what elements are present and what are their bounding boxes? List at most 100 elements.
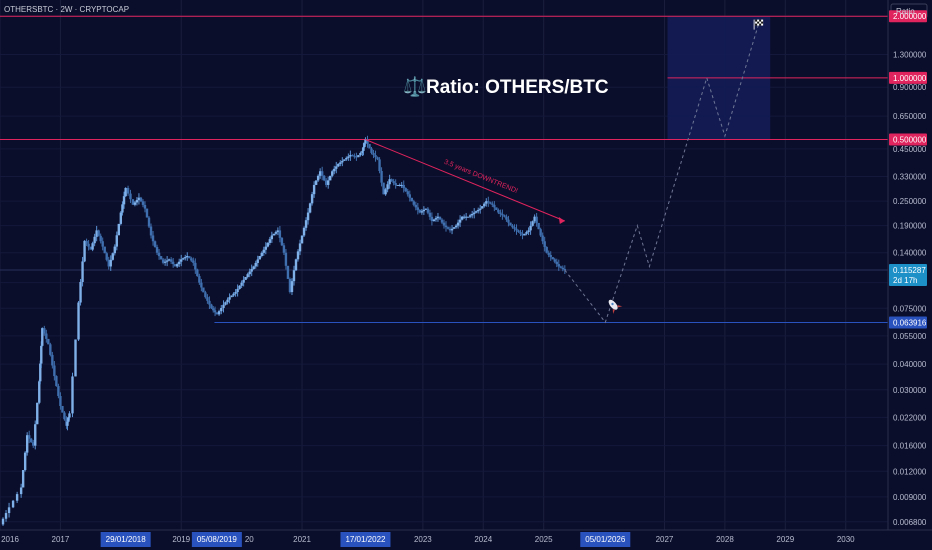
candle-body	[254, 262, 257, 267]
candle-body	[507, 219, 510, 223]
price-badge	[889, 316, 927, 329]
price-tick-label: 0.450000	[893, 145, 927, 154]
candle-body	[163, 261, 167, 263]
candle-body	[493, 204, 496, 208]
candle-body	[121, 204, 124, 213]
price-badge-label: 1.000000	[893, 74, 927, 83]
candle-body	[531, 221, 534, 226]
flag-square	[759, 19, 762, 22]
candle-body	[392, 181, 395, 184]
candle-body	[325, 180, 328, 185]
candle-body	[418, 209, 422, 213]
candle-body	[543, 241, 546, 247]
candle-body	[402, 184, 405, 189]
candle-body	[113, 246, 116, 254]
candle-body	[74, 339, 77, 377]
candle-body	[36, 402, 39, 425]
time-axis[interactable]: 2016 2017 2019 2021 2023 2024 2025 2027 2028 2029…	[0, 529, 932, 550]
candle-body	[517, 230, 520, 233]
candle-body	[333, 168, 336, 172]
candle-body	[539, 229, 542, 236]
candle-body	[4, 513, 8, 519]
candle-body	[473, 212, 476, 214]
candle-body	[27, 435, 31, 439]
candle-body	[246, 274, 249, 278]
candle-body	[298, 243, 302, 252]
price-tick-label: 0.040000	[893, 360, 927, 369]
flag-square	[757, 21, 760, 24]
candle-body	[302, 227, 306, 236]
candle-body	[51, 354, 54, 366]
candle-body	[38, 381, 41, 403]
scale-mode-label[interactable]: Ratio	[896, 7, 915, 16]
candle-body	[438, 216, 442, 220]
candle-body	[256, 259, 259, 263]
candle-body	[1, 518, 5, 525]
candle-body	[19, 487, 23, 495]
candle-body	[61, 405, 64, 413]
candle-body	[175, 264, 179, 267]
time-tick-label: 2024	[474, 535, 492, 544]
candle-body	[444, 225, 448, 228]
candle-body	[432, 219, 436, 222]
candle-body	[228, 297, 231, 300]
candle-body	[196, 269, 199, 277]
candle-body	[372, 152, 375, 156]
candle-body	[155, 246, 159, 253]
time-highlight-label: 05/08/2019	[197, 535, 238, 544]
candle-body	[107, 259, 110, 267]
time-highlight-badge	[580, 532, 631, 547]
candle-body	[450, 228, 454, 231]
price-tick-label: 0.190000	[893, 222, 927, 231]
candle-body	[67, 417, 70, 422]
candle-body	[322, 175, 326, 181]
candle-body	[202, 287, 205, 293]
candle-body	[186, 255, 189, 258]
candle-body	[129, 193, 132, 200]
candle-body	[416, 207, 420, 210]
candle-body	[119, 212, 123, 224]
candle-body	[452, 227, 456, 229]
candle-body	[274, 232, 278, 234]
candle-body	[215, 312, 219, 315]
candle-body	[527, 230, 530, 233]
candle-body	[242, 279, 245, 283]
candle-body	[503, 215, 506, 217]
candle-body	[262, 249, 265, 253]
candle-body	[286, 265, 290, 279]
time-tick-label: 2028	[716, 535, 734, 544]
candle-body	[351, 155, 354, 157]
candle-body	[370, 148, 373, 153]
candle-body	[495, 207, 498, 210]
candle-body	[79, 281, 82, 303]
candle-body	[40, 345, 43, 364]
candle-body	[280, 237, 284, 246]
candle-body	[139, 197, 143, 202]
candle-body	[434, 218, 438, 220]
time-highlight-badge	[191, 532, 242, 547]
candle-body	[115, 235, 118, 247]
candle-body	[81, 261, 84, 282]
candle-body	[386, 184, 389, 190]
candle-body	[337, 163, 340, 167]
candle-body	[491, 203, 494, 205]
candle-body	[133, 202, 137, 205]
candle-body	[505, 216, 508, 220]
candle-body	[89, 246, 92, 250]
candle-body	[97, 230, 100, 236]
candle-body	[222, 304, 225, 308]
candle-body	[234, 292, 237, 294]
candle-body	[15, 494, 19, 501]
flag-square	[761, 21, 764, 24]
candle-body	[364, 139, 367, 144]
candle-body	[45, 333, 48, 339]
candle-body	[547, 252, 550, 255]
time-tick-label: 2029	[776, 535, 794, 544]
candle-body	[224, 302, 227, 305]
candle-body	[483, 203, 486, 207]
candle-body	[468, 215, 472, 217]
candle-body	[553, 259, 556, 262]
candle-body	[454, 225, 458, 228]
candle-body	[296, 251, 300, 260]
